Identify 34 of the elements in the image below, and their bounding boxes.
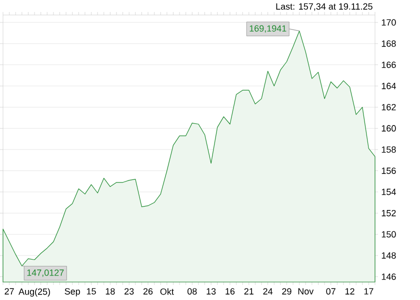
y-tick-label: 152 [382,210,396,216]
x-tick-label: 16 [226,288,235,295]
x-tick-label: 08 [188,288,197,295]
y-tick-label: 156 [382,168,396,174]
y-tick-label: 170 [382,19,396,26]
x-tick-label: 12 [345,288,354,294]
x-tick-label: 13 [206,288,216,295]
x-tick-label: Sep [64,288,80,296]
y-tick-label: 148 [382,252,396,259]
annotation: 147,0127 [27,269,64,277]
x-tick-label: 15 [86,288,96,294]
x-tick-label: 27 [4,288,14,294]
x-tick-label: Nov [298,288,314,294]
y-tick-label: 146 [382,274,396,280]
y-tick-label: 154 [382,188,396,196]
x-tick-label: Aug(25) [18,288,50,297]
x-tick-label: 18 [106,288,115,295]
x-tick-label: Okt [160,288,174,295]
y-tick-label: 162 [382,104,396,110]
annotation: 169,1941 [250,25,286,33]
x-tick-label: 23 [124,288,134,295]
y-tick-label: 150 [382,231,396,238]
x-tick-label: 24 [263,288,273,294]
y-tick-label: 166 [382,62,396,68]
y-tick-label: 164 [382,82,396,90]
x-tick-label: 21 [244,288,254,294]
text: Last: 157,34 at 19.11.25 [276,3,372,11]
y-tick-label: 158 [382,146,396,153]
x-tick-label: 26 [143,288,153,295]
x-tick-label: 17 [364,288,374,294]
x-tick-label: 29 [282,288,292,295]
y-tick-label: 168 [382,40,396,47]
y-tick-label: 160 [382,125,396,132]
x-tick-label: 07 [326,288,336,295]
